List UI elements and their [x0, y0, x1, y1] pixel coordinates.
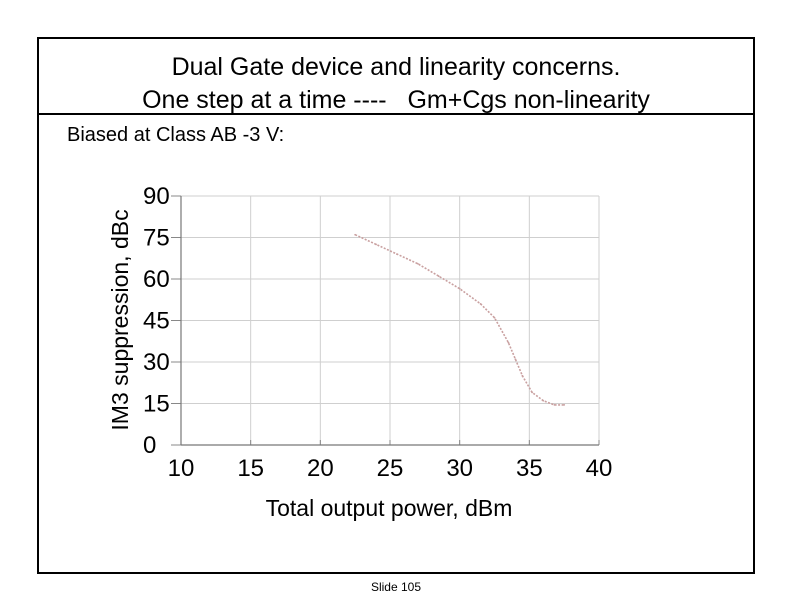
- data-point: [563, 403, 566, 406]
- x-tick-label: 20: [307, 455, 334, 482]
- tick-labels: 10 15 20 25 30 35 40 0 15 30 45 60 75 90: [143, 183, 612, 482]
- title-box: Dual Gate device and linearity concerns.…: [37, 37, 755, 115]
- y-tick-label: 60: [143, 266, 170, 293]
- data-point: [416, 262, 419, 265]
- x-tick-label: 40: [586, 455, 613, 482]
- slide-frame: [37, 37, 755, 574]
- data-point: [493, 316, 496, 319]
- data-point: [514, 358, 517, 361]
- x-tick-label: 35: [516, 455, 543, 482]
- slide-title-line-2: One step at a time ---- Gm+Cgs non-linea…: [142, 86, 650, 114]
- data-point: [354, 233, 357, 236]
- axes: [171, 195, 600, 446]
- y-tick-label: 90: [143, 183, 170, 210]
- data-point: [396, 253, 398, 256]
- y-tick-label: 15: [143, 391, 170, 418]
- data-point: [507, 341, 510, 344]
- x-tick-label: 15: [237, 455, 264, 482]
- series-line: [354, 233, 565, 406]
- data-point: [553, 403, 556, 406]
- x-tick-label: 30: [446, 455, 473, 482]
- slide-subtitle: Biased at Class AB -3 V:: [67, 124, 285, 146]
- y-tick-label: 75: [143, 225, 170, 252]
- y-axis-title: IM3 suppression, dBc: [107, 209, 133, 430]
- y-tick-label: 0: [143, 432, 156, 459]
- data-point: [531, 391, 534, 394]
- series-layer: [354, 233, 566, 406]
- y-tick-label: 30: [143, 349, 170, 376]
- y-tick-label: 45: [143, 308, 170, 335]
- data-point: [375, 243, 377, 246]
- data-point: [542, 399, 545, 402]
- x-tick-label: 10: [168, 455, 195, 482]
- data-point: [479, 303, 482, 305]
- grid-lines: [181, 195, 600, 445]
- x-axis-title: Total output power, dBm: [266, 495, 513, 521]
- slide-title-line-1: Dual Gate device and linearity concerns.: [171, 53, 621, 81]
- data-point: [521, 374, 524, 377]
- data-point: [437, 275, 440, 278]
- x-tick-label: 25: [377, 455, 404, 482]
- data-point: [458, 287, 461, 290]
- slide-number: Slide 105: [370, 580, 422, 594]
